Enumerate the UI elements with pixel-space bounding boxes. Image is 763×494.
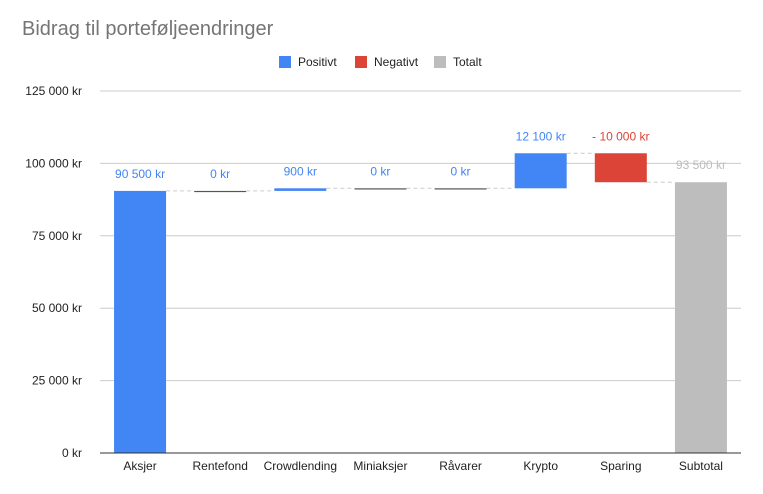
- legend-label: Totalt: [453, 55, 482, 69]
- x-tick-label: Aksjer: [123, 459, 156, 473]
- data-label: 0 kr: [451, 164, 471, 178]
- bar-subtotal: [674, 182, 727, 453]
- data-label: 0 kr: [370, 164, 390, 178]
- legend-label: Positivt: [298, 55, 337, 69]
- data-label: 12 100 kr: [516, 129, 566, 143]
- bar-råvarer: [434, 188, 487, 190]
- y-tick-label: 25 000 kr: [32, 374, 82, 388]
- data-label: 93 500 kr: [676, 158, 726, 172]
- bar-aksjer: [114, 190, 167, 454]
- chart-title: Bidrag til porteføljeendringer: [22, 18, 274, 40]
- legend-label: Negativt: [374, 55, 419, 69]
- data-label: 90 500 kr: [115, 167, 165, 181]
- y-tick-label: 50 000 kr: [32, 301, 82, 315]
- y-tick-label: 125 000 kr: [25, 84, 82, 98]
- data-label: - 10 000 kr: [592, 129, 649, 143]
- data-label: 0 kr: [210, 167, 230, 181]
- legend-swatch: [434, 56, 446, 68]
- x-tick-label: Sparing: [600, 459, 641, 473]
- x-tick-label: Rentefond: [192, 459, 247, 473]
- x-tick-label: Råvarer: [439, 459, 482, 473]
- legend-swatch: [279, 56, 291, 68]
- data-label: 900 kr: [284, 164, 317, 178]
- bar-krypto: [514, 153, 567, 189]
- x-tick-label: Krypto: [523, 459, 558, 473]
- y-tick-label: 75 000 kr: [32, 229, 82, 243]
- bar-sparing: [594, 153, 647, 183]
- x-tick-label: Crowdlending: [264, 459, 337, 473]
- bar-crowdlending: [274, 188, 327, 191]
- bar-miniaksjer: [354, 188, 407, 190]
- bar-rentefond: [194, 190, 247, 193]
- x-tick-label: Miniaksjer: [353, 459, 407, 473]
- x-tick-label: Subtotal: [679, 459, 723, 473]
- y-tick-label: 0 kr: [62, 446, 82, 460]
- legend-swatch: [355, 56, 367, 68]
- y-tick-label: 100 000 kr: [25, 156, 82, 170]
